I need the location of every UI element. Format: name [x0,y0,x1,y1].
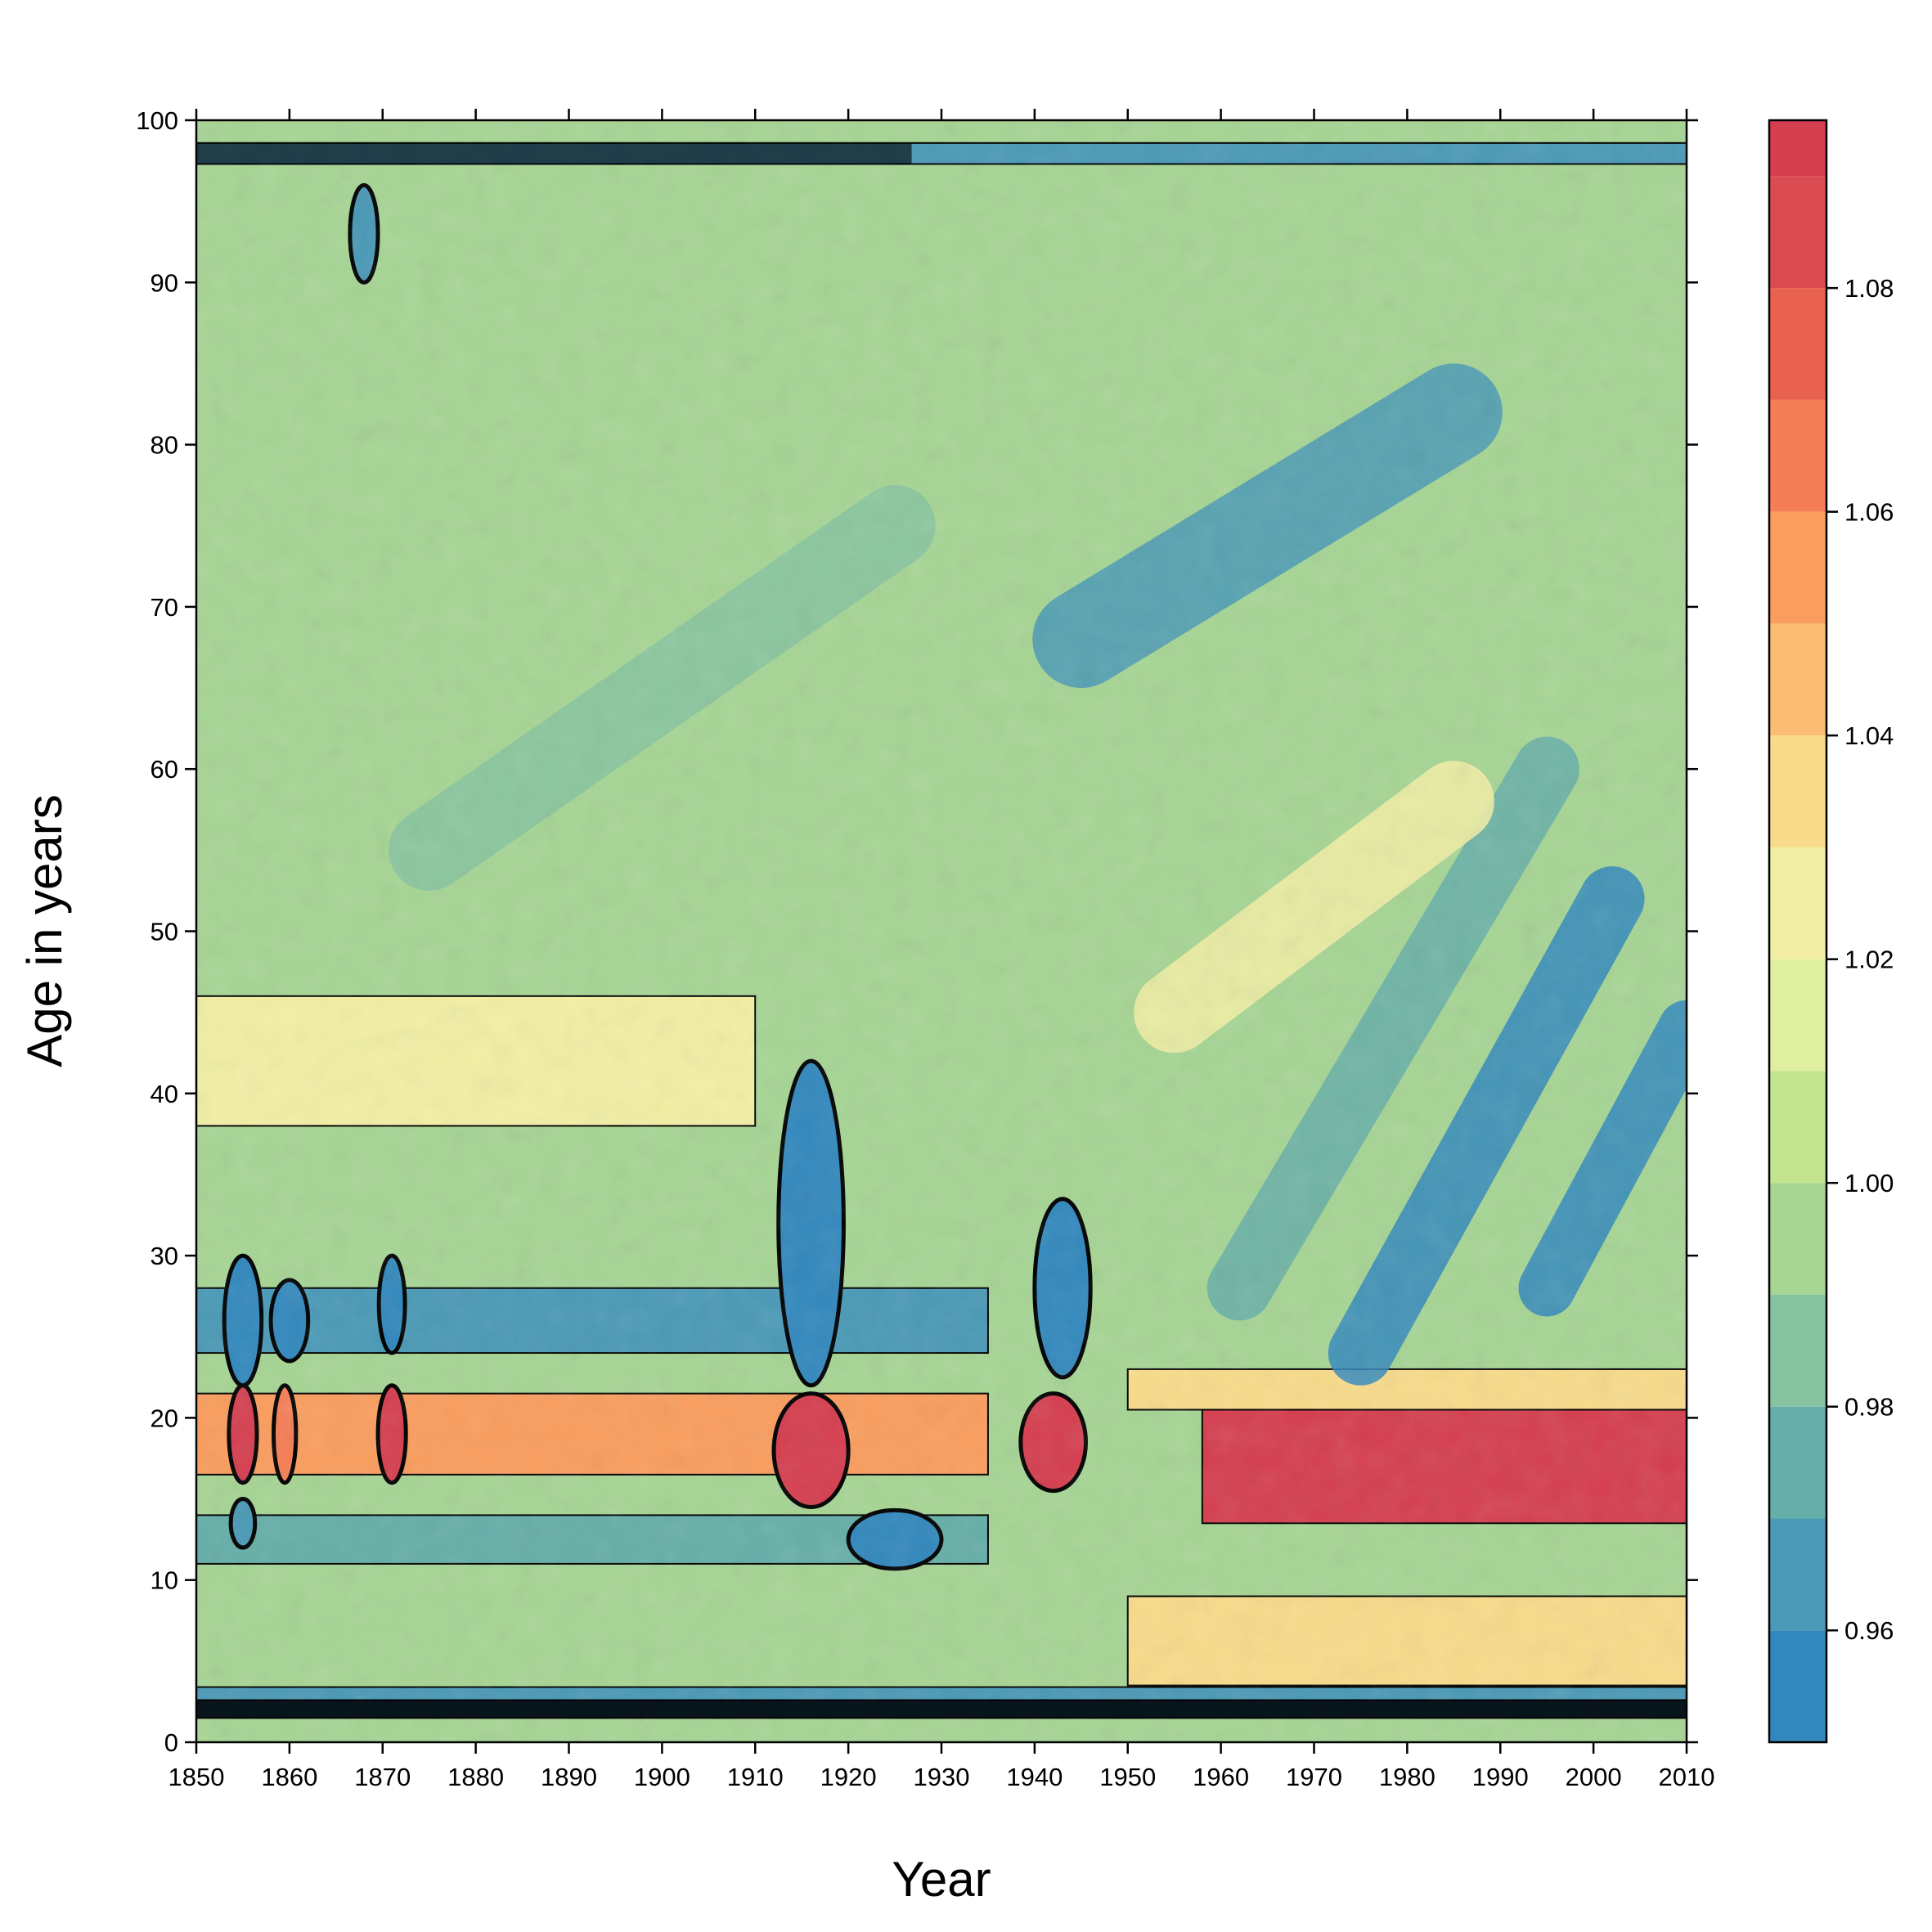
x-tick-label: 1870 [354,1763,411,1791]
colorbar-segment [1769,1071,1826,1184]
x-tick-label: 1890 [541,1763,597,1791]
dense-contour-band [196,1700,1687,1719]
colorbar-segment [1769,1518,1826,1631]
x-tick-label: 1900 [634,1763,690,1791]
y-tick-label: 10 [151,1566,178,1595]
y-tick-label: 40 [151,1080,178,1108]
x-axis: 1850 1860 1870 1880 1890 1900 1910 1920 1930 1940… [168,109,1715,1791]
colorbar-tick-label: 1.00 [1844,1169,1894,1197]
colorbar-tick-label: 1.02 [1844,946,1894,974]
dense-contour-band [196,142,912,164]
colorbar-segment [1769,735,1826,847]
y-tick-label: 80 [151,431,178,460]
y-tick-label: 90 [151,268,178,297]
y-tick-label: 60 [151,755,178,784]
y-axis: 0 10 20 30 40 50 60 70 80 90 100 [136,106,1698,1757]
x-tick-label: 2010 [1659,1763,1715,1791]
colorbar-segment [1769,1406,1826,1519]
x-tick-label: 1910 [727,1763,784,1791]
colorbar-segment [1769,623,1826,736]
colorbar-segment [1769,1183,1826,1295]
colorbar-segment [1769,959,1826,1072]
y-tick-label: 20 [151,1404,178,1432]
x-tick-label: 1920 [820,1763,877,1791]
contour-texture [196,120,1687,1742]
x-tick-label: 1970 [1286,1763,1342,1791]
colorbar-segment [1769,847,1826,959]
colorbar-tick-label: 0.96 [1844,1616,1894,1645]
colorbar-frame [1768,119,1828,1744]
colorbar-segment [1769,511,1826,624]
x-tick-label: 1990 [1472,1763,1529,1791]
colorbar-tick-label: 1.04 [1844,721,1894,750]
y-tick-label: 0 [164,1728,178,1757]
plot-area [196,120,1687,1742]
colorbar-tick-label: 0.98 [1844,1393,1894,1422]
y-axis-title: Age in years [17,794,72,1067]
colorbar: 0.96 0.98 1.00 1.02 1.04 1.06 1.08 [1768,119,1894,1744]
x-tick-label: 1950 [1099,1763,1156,1791]
x-tick-label: 1940 [1006,1763,1063,1791]
y-tick-label: 30 [151,1242,178,1270]
colorbar-segment [1769,176,1826,289]
colorbar-segment [1769,1630,1826,1742]
colorbar-tick-label: 1.08 [1844,274,1894,303]
x-axis-title: Year [892,1852,991,1907]
y-tick-label: 50 [151,918,178,946]
x-tick-label: 1930 [914,1763,970,1791]
x-tick-label: 1860 [261,1763,317,1791]
colorbar-segment [1769,1294,1826,1407]
x-tick-label: 1850 [168,1763,225,1791]
y-tick-label: 100 [136,106,178,135]
x-tick-label: 2000 [1566,1763,1622,1791]
colorbar-segment [1769,399,1826,512]
x-tick-label: 1980 [1379,1763,1436,1791]
colorbar-segment [1769,120,1826,177]
colorbar-segment [1769,288,1826,400]
x-tick-label: 1880 [447,1763,504,1791]
colorbar-tick-label: 1.06 [1844,498,1894,527]
y-tick-label: 70 [151,593,178,622]
x-tick-label: 1960 [1193,1763,1249,1791]
